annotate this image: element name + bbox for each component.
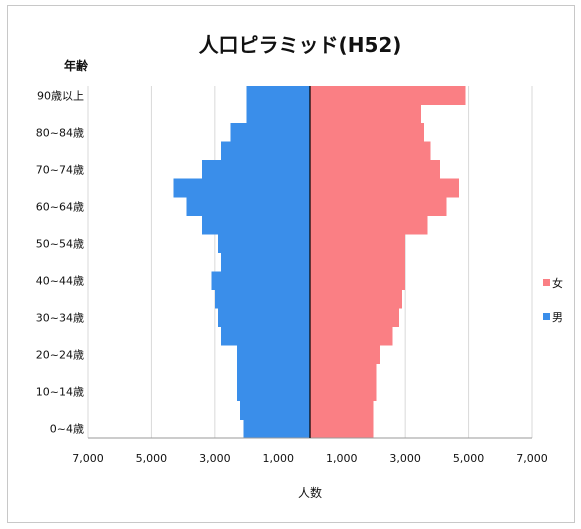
bar-series-1 <box>246 86 310 105</box>
x-tick-label: 1,000 <box>263 452 295 465</box>
bar-series-0 <box>310 271 406 291</box>
legend-swatch-male <box>543 313 550 320</box>
bar-series-0 <box>310 326 393 346</box>
x-tick-label: 3,000 <box>199 452 231 465</box>
bar-series-1 <box>221 252 310 272</box>
bar-series-1 <box>243 419 310 439</box>
y-tick-label: 70~74歳 <box>36 163 84 176</box>
y-tick-label: 0~4歳 <box>50 423 84 436</box>
bar-series-1 <box>214 289 310 309</box>
bar-series-0 <box>310 252 406 272</box>
bar-series-1 <box>218 234 310 254</box>
y-tick-label: 20~24歳 <box>36 349 84 362</box>
y-tick-label: 30~34歳 <box>36 312 84 325</box>
bar-series-0 <box>310 400 374 420</box>
bar-series-0 <box>310 86 466 105</box>
bar-series-1 <box>211 271 310 291</box>
chart-title: 人口ピラミッド(H52) <box>199 33 402 57</box>
bar-series-1 <box>237 363 310 383</box>
bar-series-1 <box>230 123 310 142</box>
bar-series-1 <box>173 178 310 198</box>
bar-series-1 <box>240 400 310 420</box>
bars <box>173 86 466 439</box>
bar-series-0 <box>310 234 406 254</box>
x-tick-labels: 7,000 5,000 3,000 1,000 1,000 3,000 5,000 7,000 <box>72 452 548 465</box>
bar-series-0 <box>310 382 377 402</box>
bar-series-0 <box>310 345 380 365</box>
legend-label-male: 男 <box>552 311 563 324</box>
bar-series-0 <box>310 308 399 328</box>
x-axis-title: 人数 <box>298 485 322 500</box>
y-tick-labels: 0~4歳 10~14歳 20~24歳 30~34歳 40~44歳 50~54歳 60~64歳… <box>36 89 84 435</box>
x-tick-label: 7,000 <box>516 452 548 465</box>
bar-series-0 <box>310 104 421 124</box>
bar-series-0 <box>310 160 441 179</box>
y-tick-label: 50~54歳 <box>36 237 84 250</box>
x-tick-label: 5,000 <box>453 452 485 465</box>
legend-label-female: 女 <box>552 276 563 290</box>
x-tick-label: 5,000 <box>136 452 168 465</box>
bar-series-0 <box>310 289 402 309</box>
y-axis-title: 年齢 <box>64 58 89 73</box>
x-tick-label: 1,000 <box>326 452 358 465</box>
bar-series-1 <box>221 141 310 161</box>
bar-series-0 <box>310 123 425 142</box>
bar-series-1 <box>221 326 310 346</box>
y-tick-label: 40~44歳 <box>36 275 84 288</box>
y-tick-label: 90歳以上 <box>37 89 84 102</box>
x-tick-label: 3,000 <box>389 452 421 465</box>
bar-series-0 <box>310 141 431 161</box>
bar-series-1 <box>202 160 310 179</box>
bar-series-1 <box>186 197 310 216</box>
bar-series-1 <box>218 308 310 328</box>
legend: 女 男 <box>543 276 563 324</box>
y-tick-label: 80~84歳 <box>36 126 84 139</box>
bar-series-0 <box>310 197 447 216</box>
bar-series-0 <box>310 215 428 235</box>
legend-swatch-female <box>543 279 550 286</box>
y-tick-label: 60~64歳 <box>36 200 84 213</box>
bar-series-0 <box>310 363 377 383</box>
bar-series-1 <box>246 104 310 124</box>
axes <box>88 86 532 439</box>
y-tick-label: 10~14歳 <box>36 386 84 399</box>
bar-series-0 <box>310 419 374 439</box>
bar-series-1 <box>237 345 310 365</box>
bar-series-0 <box>310 178 460 198</box>
bar-series-1 <box>237 382 310 402</box>
x-tick-label: 7,000 <box>72 452 104 465</box>
bar-series-1 <box>202 215 310 235</box>
